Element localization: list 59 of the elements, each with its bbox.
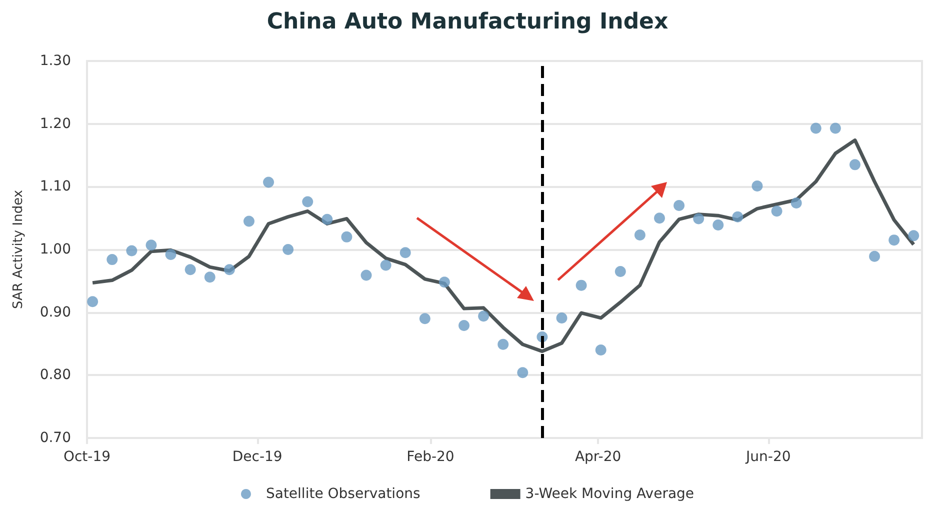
point	[165, 249, 176, 260]
point	[888, 234, 900, 246]
point	[849, 159, 860, 170]
point	[302, 196, 314, 208]
point	[654, 212, 665, 224]
point	[478, 310, 490, 322]
point	[576, 280, 587, 291]
y-tick-label: 1.30	[40, 53, 71, 69]
point	[341, 231, 352, 242]
line-series	[90, 138, 916, 354]
y-tick-label: 1.10	[40, 178, 71, 195]
point	[106, 254, 118, 266]
point	[908, 230, 920, 242]
point	[438, 276, 450, 288]
point	[771, 206, 782, 217]
point	[243, 216, 254, 227]
point	[263, 176, 274, 188]
legend-label: Satellite Observations	[266, 486, 420, 502]
x-tick-label: Dec-19	[232, 449, 282, 465]
point	[556, 312, 568, 324]
point	[184, 264, 196, 276]
point	[360, 270, 372, 281]
point	[126, 245, 138, 256]
x-tick-label: Apr-20	[574, 449, 622, 465]
point	[830, 122, 841, 134]
y-tick-label: 0.80	[40, 367, 71, 384]
point	[810, 122, 822, 134]
x-tick-label: Oct-19	[63, 449, 111, 465]
point	[614, 266, 626, 277]
y-tick-label: 1.00	[40, 242, 71, 258]
point	[498, 338, 509, 350]
point	[674, 200, 685, 212]
point	[458, 320, 470, 332]
point	[732, 211, 744, 222]
y-tick-label: 0.70	[40, 430, 71, 446]
chart-title: China Auto Manufacturing Index	[266, 10, 668, 34]
x-tick-label: Feb-20	[406, 449, 454, 465]
point	[752, 180, 763, 192]
point	[712, 220, 724, 230]
point	[224, 264, 235, 276]
point	[869, 250, 880, 262]
y-axis-title: SAR Activity Index	[11, 190, 26, 310]
y-tick-label: 0.90	[40, 304, 71, 320]
y-tick-label: 1.20	[40, 116, 71, 132]
point	[693, 213, 704, 224]
point	[87, 296, 98, 308]
point	[204, 272, 216, 283]
x-tick-label: Jun-20	[745, 449, 791, 465]
point	[282, 244, 294, 255]
point	[322, 214, 333, 225]
point	[790, 198, 802, 208]
point	[400, 247, 411, 258]
point	[517, 367, 528, 378]
point	[146, 240, 157, 251]
point	[419, 313, 430, 324]
point	[380, 260, 392, 271]
point	[595, 344, 606, 356]
point	[634, 230, 646, 241]
legend-label: 3-Week Moving Average	[525, 486, 694, 502]
